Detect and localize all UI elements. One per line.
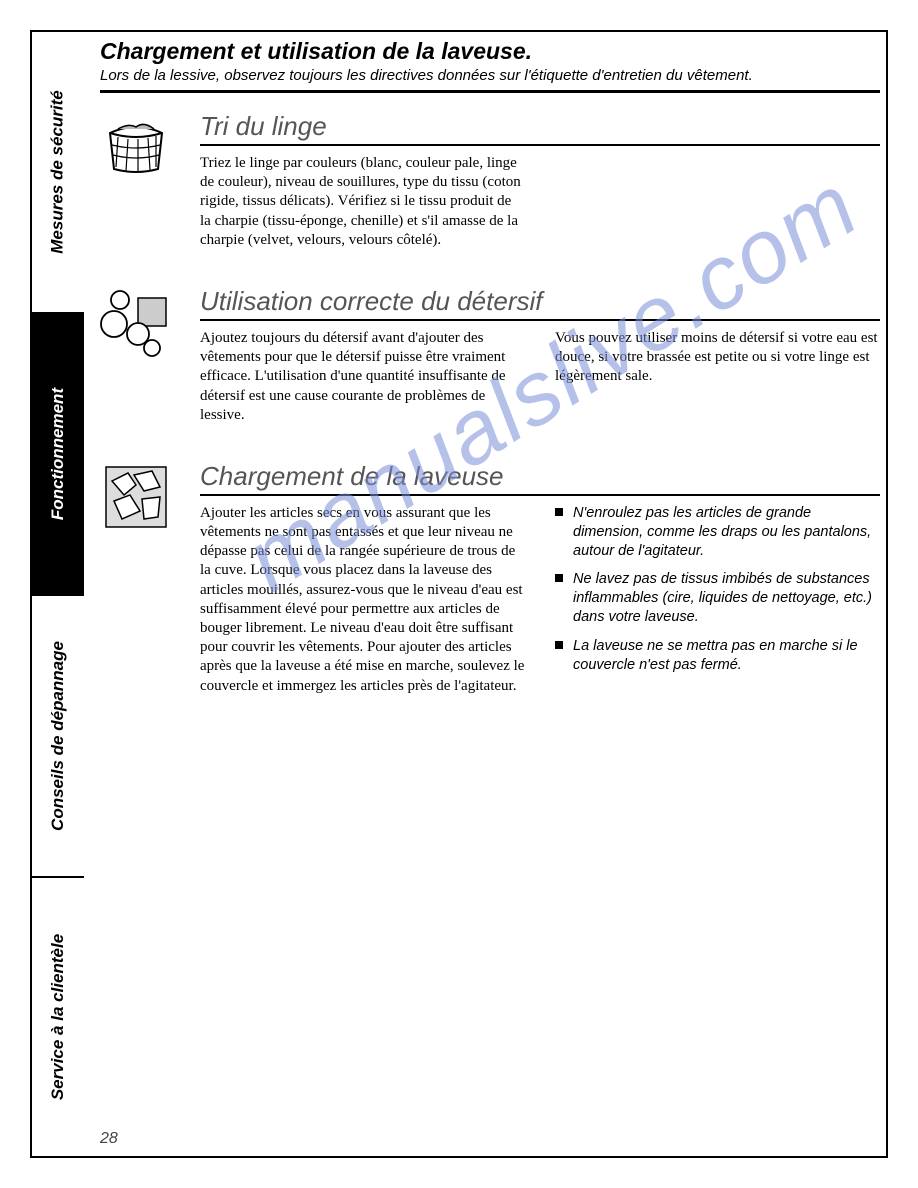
tab-fonctionnement[interactable]: Fonctionnement bbox=[32, 314, 84, 594]
section-tri-du-linge: Tri du linge Triez le linge par couleurs… bbox=[100, 111, 880, 258]
section-text-right: Vous pouvez utiliser moins de détersif s… bbox=[555, 329, 880, 433]
section-text-right bbox=[555, 154, 880, 258]
section-detersif: Utilisation correcte du détersif Ajoutez… bbox=[100, 286, 880, 433]
bullet-item: N'enroulez pas les articles de grande di… bbox=[555, 504, 880, 561]
page-title: Chargement et utilisation de la laveuse. bbox=[100, 38, 880, 65]
section-rule bbox=[200, 144, 880, 146]
section-text-left: Triez le linge par couleurs (blanc, coul… bbox=[200, 154, 525, 258]
tab-label: Mesures de sécurité bbox=[48, 90, 68, 253]
basket-icon bbox=[100, 111, 172, 183]
body-paragraph: Ajouter les articles secs en vous assura… bbox=[200, 504, 525, 696]
tab-label: Fonctionnement bbox=[48, 388, 68, 520]
tab-conseils-depannage[interactable]: Conseils de dépannage bbox=[32, 596, 84, 876]
section-text-left: Ajoutez toujours du détersif avant d'ajo… bbox=[200, 329, 525, 433]
header-rule bbox=[100, 90, 880, 93]
clothes-icon bbox=[100, 461, 172, 533]
body-paragraph: Vous pouvez utiliser moins de détersif s… bbox=[555, 329, 880, 387]
section-text-left: Ajouter les articles secs en vous assura… bbox=[200, 504, 525, 704]
page-number: 28 bbox=[100, 1130, 118, 1148]
page-content: Chargement et utilisation de la laveuse.… bbox=[100, 38, 880, 732]
section-bullets-right: N'enroulez pas les articles de grande di… bbox=[555, 504, 880, 704]
section-heading: Chargement de la laveuse bbox=[200, 461, 880, 492]
section-chargement: Chargement de la laveuse Ajouter les art… bbox=[100, 461, 880, 704]
bullet-item: Ne lavez pas de tissus imbibés de substa… bbox=[555, 570, 880, 627]
tab-mesures-securite[interactable]: Mesures de sécurité bbox=[32, 32, 84, 312]
section-heading: Tri du linge bbox=[200, 111, 880, 142]
page-subtitle: Lors de la lessive, observez toujours le… bbox=[100, 67, 880, 84]
tab-service-clientele[interactable]: Service à la clientèle bbox=[32, 878, 84, 1156]
manual-page: Mesures de sécurité Fonctionnement Conse… bbox=[30, 30, 888, 1158]
body-paragraph: Triez le linge par couleurs (blanc, coul… bbox=[200, 154, 525, 250]
section-rule bbox=[200, 319, 880, 321]
section-rule bbox=[200, 494, 880, 496]
bullet-item: La laveuse ne se mettra pas en marche si… bbox=[555, 637, 880, 675]
body-paragraph: Ajoutez toujours du détersif avant d'ajo… bbox=[200, 329, 525, 425]
tab-label: Conseils de dépannage bbox=[48, 641, 68, 831]
sidebar-tabs: Mesures de sécurité Fonctionnement Conse… bbox=[32, 32, 84, 1156]
bubbles-icon bbox=[100, 286, 172, 358]
tab-label: Service à la clientèle bbox=[48, 934, 68, 1100]
section-heading: Utilisation correcte du détersif bbox=[200, 286, 880, 317]
